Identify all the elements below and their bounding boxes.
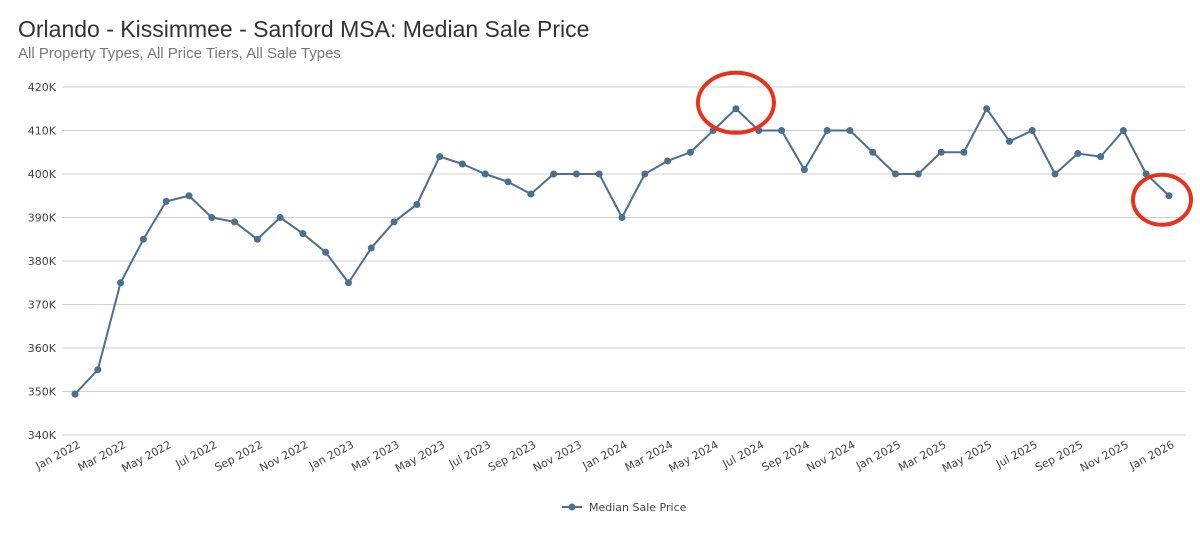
data-point xyxy=(846,127,854,134)
data-point xyxy=(231,218,239,226)
x-tick-label: Jul 2023 xyxy=(446,438,493,471)
data-point xyxy=(139,235,147,243)
data-point xyxy=(800,166,808,174)
data-point xyxy=(1005,137,1013,145)
data-point xyxy=(504,178,512,186)
annotation-circle xyxy=(695,70,776,135)
data-point xyxy=(778,127,786,134)
x-tick-label: Mar 2024 xyxy=(623,438,675,474)
x-tick-label: Mar 2023 xyxy=(349,438,401,474)
y-tick-label: 380K xyxy=(28,255,57,268)
chart-subtitle: All Property Types, All Price Tiers, All… xyxy=(18,45,341,62)
y-tick-label: 410K xyxy=(28,125,57,138)
x-tick-label: Jan 2024 xyxy=(580,438,630,473)
y-tick-label: 390K xyxy=(28,212,57,225)
x-tick-label: Jul 2025 xyxy=(993,438,1040,471)
x-tick-label: Jan 2026 xyxy=(1127,438,1177,473)
data-point xyxy=(983,105,991,113)
data-point xyxy=(481,170,489,178)
data-point xyxy=(686,148,694,156)
data-point xyxy=(1165,192,1173,200)
y-tick-label: 420K xyxy=(28,81,57,94)
data-point xyxy=(960,148,968,156)
x-tick-label: May 2022 xyxy=(120,438,174,475)
data-point xyxy=(550,170,558,178)
legend-marker-icon xyxy=(568,503,576,511)
annotation-circle xyxy=(1131,172,1193,227)
x-tick-label: Jul 2024 xyxy=(720,438,767,471)
data-point xyxy=(664,157,672,165)
data-point xyxy=(732,105,740,113)
data-point xyxy=(823,127,831,134)
data-point xyxy=(937,148,945,156)
y-tick-label: 350K xyxy=(28,386,57,399)
data-point xyxy=(641,170,649,178)
x-tick-label: May 2023 xyxy=(393,438,447,475)
x-tick-label: Sep 2022 xyxy=(213,438,265,474)
data-point xyxy=(1074,150,1082,158)
data-point xyxy=(527,190,535,198)
data-point xyxy=(1051,170,1059,178)
legend-label: Median Sale Price xyxy=(589,501,687,514)
x-tick-label: Sep 2025 xyxy=(1033,438,1085,474)
y-tick-label: 340K xyxy=(28,429,57,442)
data-point xyxy=(117,279,125,287)
x-tick-label: Mar 2022 xyxy=(76,438,128,474)
x-tick-label: Nov 2023 xyxy=(531,438,584,474)
data-point xyxy=(71,390,79,398)
data-point xyxy=(436,153,444,161)
data-point xyxy=(1028,127,1036,134)
data-point xyxy=(618,214,626,221)
x-tick-label: Sep 2023 xyxy=(486,438,538,474)
data-point xyxy=(299,230,307,238)
x-tick-label: May 2025 xyxy=(940,438,994,475)
data-point xyxy=(253,235,261,243)
data-point xyxy=(595,170,603,178)
data-point xyxy=(1119,127,1127,134)
series-line xyxy=(74,107,1170,395)
data-point xyxy=(390,218,398,226)
data-point xyxy=(892,170,899,178)
data-point xyxy=(345,279,352,287)
data-point xyxy=(367,244,375,252)
x-tick-label: May 2024 xyxy=(667,438,721,475)
y-tick-label: 360K xyxy=(28,342,57,355)
data-point xyxy=(458,160,466,168)
data-point xyxy=(1097,153,1105,161)
x-tick-label: Jan 2023 xyxy=(306,438,356,473)
data-point xyxy=(322,248,330,256)
y-tick-label: 370K xyxy=(28,299,57,312)
data-point xyxy=(162,197,170,205)
x-tick-label: Mar 2025 xyxy=(896,438,948,474)
chart-title: Orlando - Kissimmee - Sanford MSA: Media… xyxy=(18,16,590,42)
data-point xyxy=(185,192,193,200)
x-tick-label: Jan 2025 xyxy=(853,438,903,473)
data-point xyxy=(413,200,421,208)
data-point xyxy=(208,214,216,221)
data-point xyxy=(572,170,580,178)
data-point xyxy=(869,148,877,156)
x-tick-label: Nov 2022 xyxy=(257,438,310,474)
x-tick-label: Jan 2022 xyxy=(33,438,83,473)
x-tick-label: Sep 2024 xyxy=(760,438,812,474)
x-tick-label: Nov 2024 xyxy=(804,438,857,474)
data-point xyxy=(914,170,922,178)
y-tick-label: 400K xyxy=(28,168,57,181)
x-tick-label: Nov 2025 xyxy=(1078,438,1131,474)
data-point xyxy=(94,366,102,374)
data-point xyxy=(276,214,284,221)
x-tick-label: Jul 2022 xyxy=(173,438,220,471)
